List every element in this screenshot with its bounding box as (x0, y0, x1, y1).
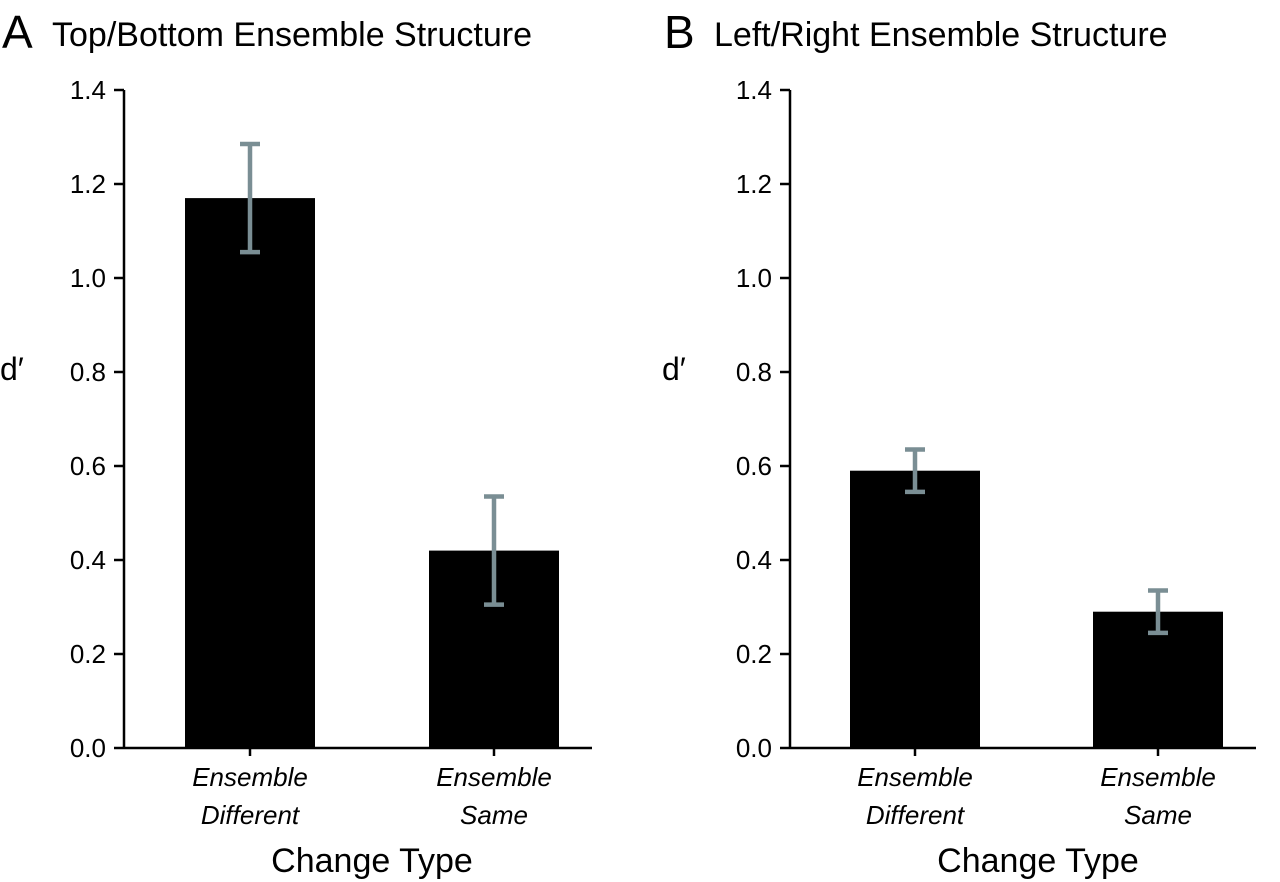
y-axis-label: d′ (662, 351, 686, 387)
y-tick-label: 1.0 (70, 263, 106, 293)
y-tick-label: 1.2 (70, 169, 106, 199)
category-label: Ensemble (1100, 762, 1216, 792)
panel-letter: B (664, 6, 695, 58)
chart-panel-a: A Top/Bottom Ensemble Structure 0.0 0.2 0.4 0… (0, 6, 592, 880)
y-tick-label: 0.2 (736, 639, 772, 669)
y-tick-label: 1.0 (736, 263, 772, 293)
y-tick-label: 0.8 (736, 357, 772, 387)
panel-letter: A (2, 6, 33, 58)
x-axis-label: Change Type (271, 842, 473, 880)
category-label: Ensemble (857, 762, 973, 792)
chart-panel-b: B Left/Right Ensemble Structure 0.0 0.2 0.4 0… (662, 6, 1256, 880)
y-tick-label: 0.6 (736, 451, 772, 481)
y-tick-label: 0.2 (70, 639, 106, 669)
y-tick-label: 0.0 (70, 733, 106, 763)
bar (850, 470, 980, 748)
category-label: Ensemble (192, 762, 308, 792)
y-tick-label: 1.2 (736, 169, 772, 199)
x-axis-label: Change Type (937, 842, 1139, 880)
y-tick-label: 0.0 (736, 733, 772, 763)
category-label: Different (866, 800, 966, 830)
y-tick-label: 1.4 (736, 75, 772, 105)
category-label: Ensemble (436, 762, 552, 792)
y-tick-label: 0.6 (70, 451, 106, 481)
y-tick-label: 1.4 (70, 75, 106, 105)
y-tick-label: 0.4 (736, 545, 772, 575)
y-axis-label: d′ (0, 351, 24, 387)
category-label: Same (460, 800, 528, 830)
chart-title: Left/Right Ensemble Structure (714, 16, 1168, 54)
bar (185, 198, 315, 749)
category-label: Same (1124, 800, 1192, 830)
chart-title: Top/Bottom Ensemble Structure (52, 16, 532, 54)
category-label: Different (201, 800, 301, 830)
y-tick-label: 0.8 (70, 357, 106, 387)
y-tick-label: 0.4 (70, 545, 106, 575)
